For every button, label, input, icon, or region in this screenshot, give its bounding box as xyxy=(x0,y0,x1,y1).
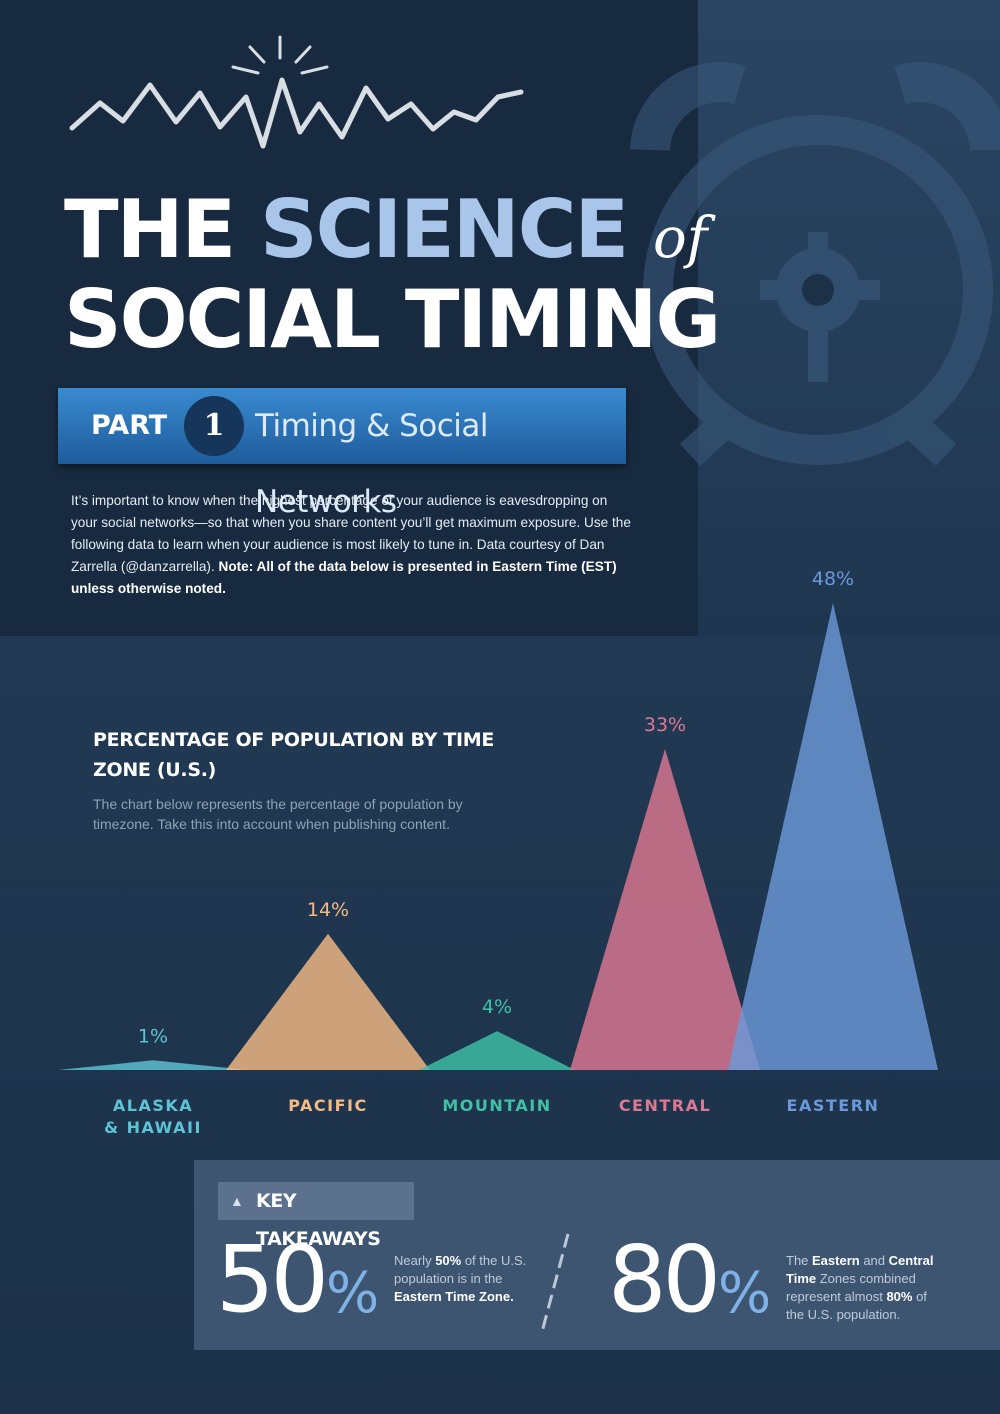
part-number-badge: 1 xyxy=(184,396,244,456)
alarm-clock-icon xyxy=(630,62,1000,467)
part-subtitle: Timing & Social Networks xyxy=(255,408,489,520)
takeaway-1-text-b: of the U.S. population is in the xyxy=(394,1253,527,1286)
value-label-2: 14% xyxy=(307,899,349,921)
takeaway-2-percent: % xyxy=(718,1261,772,1326)
peak-5 xyxy=(728,603,938,1070)
category-label-4: CENTRAL xyxy=(619,1096,711,1115)
peak-2 xyxy=(226,933,430,1070)
takeaway-2-text-c: Zones combined represent almost xyxy=(786,1271,916,1304)
timezone-population-chart: 1% ALASKA & HAWAII 14% PACIFIC 4% MOUNTAIN 33% C… xyxy=(58,568,938,1137)
peak-4 xyxy=(570,748,760,1070)
pulse-line-icon xyxy=(69,77,524,149)
intro-text: It’s important to know when the highest … xyxy=(71,493,631,574)
takeaway-2-number: 80 xyxy=(608,1226,721,1333)
category-label-3: MOUNTAIN xyxy=(442,1096,551,1115)
takeaway-2-text: The Eastern and Central Time Zones combi… xyxy=(786,1252,946,1324)
takeaway-2-text-d: of the U.S. population. xyxy=(786,1289,927,1322)
page-title-line-2: SOCIAL TIMING xyxy=(64,273,721,366)
title-word-science: SCIENCE xyxy=(260,183,629,276)
takeaway-2-bold-a: Eastern xyxy=(812,1253,860,1268)
category-label-2: PACIFIC xyxy=(288,1096,367,1115)
takeaway-1-text: Nearly 50% of the U.S. population is in … xyxy=(394,1252,544,1306)
takeaway-2-bold-c: 80% xyxy=(886,1289,913,1304)
takeaway-1-bold-a: 50% xyxy=(435,1253,462,1268)
takeaway-1-text-a: Nearly xyxy=(394,1253,436,1268)
peak-3 xyxy=(419,1031,575,1070)
part-label: PART xyxy=(91,410,168,441)
takeaway-2-text-b: and xyxy=(859,1253,889,1268)
value-label-5: 48% xyxy=(812,568,854,590)
part-banner: PART 1 Timing & Social Networks xyxy=(58,388,626,520)
peak-1 xyxy=(58,1060,248,1070)
takeaway-2-bold-b: Central Time xyxy=(786,1253,934,1286)
title-word-the: THE xyxy=(64,183,236,276)
chart-title: PERCENTAGE OF POPULATION BY TIME ZONE (U… xyxy=(93,729,495,781)
value-label-3: 4% xyxy=(482,996,512,1018)
spark-rays-icon xyxy=(231,35,329,75)
value-label-1: 1% xyxy=(138,1025,168,1047)
intro-note: Note: All of the data below is presented… xyxy=(71,559,617,596)
takeaway-1-bold-b: Eastern Time Zone. xyxy=(394,1289,514,1304)
key-takeaways-title: KEY TAKEAWAYS xyxy=(256,1190,381,1250)
category-label-5: EASTERN xyxy=(787,1096,880,1115)
intro-paragraph: It’s important to know when the highest … xyxy=(71,490,631,600)
key-takeaways-panel: ▲ KEY TAKEAWAYS 50 % Nearly 50% of the U… xyxy=(194,1160,1000,1350)
title-word-of: of xyxy=(652,206,708,271)
caret-up-icon: ▲ xyxy=(230,1193,244,1209)
category-label-1: ALASKA & HAWAII xyxy=(104,1096,202,1137)
takeaway-2-text-a: The xyxy=(786,1253,813,1268)
divider-slash xyxy=(540,1233,570,1333)
takeaway-1-percent: % xyxy=(326,1261,380,1326)
key-takeaways-label: ▲ KEY TAKEAWAYS xyxy=(218,1182,414,1250)
page-title-line-1: THE SCIENCE of xyxy=(64,190,707,279)
value-label-4: 33% xyxy=(644,714,686,736)
takeaway-1-number: 50 xyxy=(216,1226,329,1333)
chart-description: The chart below represents the percentag… xyxy=(93,796,463,832)
